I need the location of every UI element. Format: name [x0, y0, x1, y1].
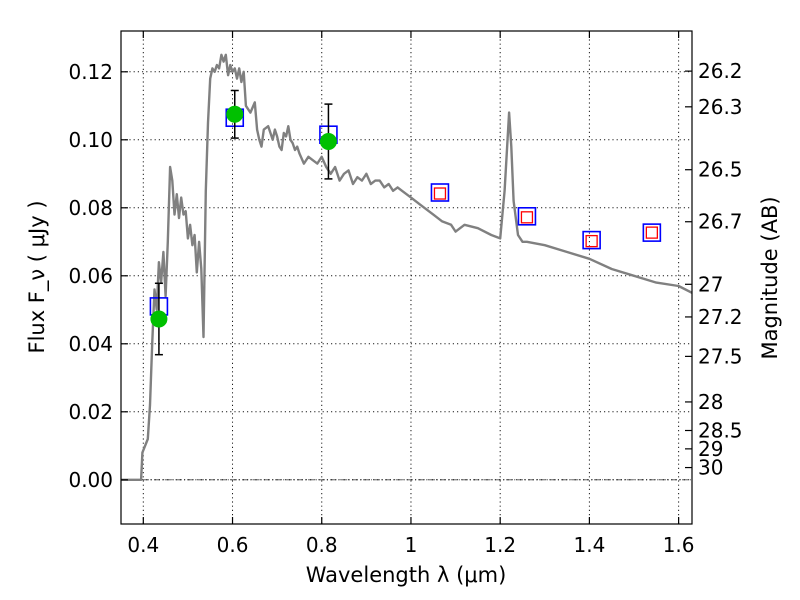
y-tick-label: 0.10	[68, 128, 113, 152]
x-tick-label: 0.8	[306, 533, 338, 557]
y-tick-label: 0.06	[68, 264, 113, 288]
right-tick-label: 28	[698, 390, 723, 414]
y-tick-label: 0.12	[68, 60, 113, 84]
x-tick-labels: 0.4 0.6 0.8 1 1.2 1.4 1.6	[127, 533, 694, 557]
observed-flux-point	[226, 105, 244, 123]
model-spectrum-line	[121, 53, 693, 481]
x-tick-label: 1	[405, 533, 418, 557]
y-tick-labels: 0.00 0.02 0.04 0.06 0.08 0.10 0.12	[68, 60, 113, 492]
right-tick-label: 26.2	[698, 59, 743, 83]
x-axis-title: Wavelength λ (μm)	[306, 563, 507, 587]
right-axis-title: Magnitude (AB)	[758, 196, 782, 359]
x-tick-label: 1.2	[484, 533, 516, 557]
observed-flux-point	[150, 310, 168, 328]
x-tick-label: 0.6	[217, 533, 249, 557]
plot-area	[121, 53, 693, 481]
right-tick-label: 30	[698, 456, 723, 480]
model-flux-square	[642, 223, 662, 242]
y-tick-label: 0.00	[68, 468, 113, 492]
y-tick-label: 0.04	[68, 332, 113, 356]
upper-limit-square	[645, 226, 659, 239]
grid-lines	[121, 31, 692, 524]
right-tick-label: 27.5	[698, 344, 743, 368]
axes-frame	[120, 30, 693, 525]
model-flux-square	[517, 207, 537, 226]
y-tick-label: 0.08	[68, 196, 113, 220]
y-axis-title: Flux F_ν ( μJy )	[25, 200, 50, 353]
upper-limit-square	[585, 234, 598, 248]
right-tick-label: 26.3	[698, 95, 743, 119]
model-flux-square	[430, 183, 450, 202]
right-tick-label: 26.7	[698, 210, 743, 234]
right-tick-label: 27	[698, 272, 723, 296]
right-tick-label: 28.5	[698, 419, 743, 443]
x-tick-label: 1.6	[663, 533, 695, 557]
x-tick-label: 1.4	[573, 533, 605, 557]
right-tick-label: 29	[698, 437, 723, 461]
model-flux-square	[582, 230, 601, 250]
observed-flux-point	[319, 133, 337, 150]
x-tick-label: 0.4	[127, 533, 159, 557]
right-tick-label: 27.2	[698, 305, 743, 329]
axis-ticks	[121, 31, 692, 524]
upper-limit-square	[433, 187, 447, 200]
upper-limit-square	[520, 211, 534, 224]
right-tick-label: 26.5	[698, 158, 743, 182]
y-tick-label: 0.02	[68, 400, 113, 424]
